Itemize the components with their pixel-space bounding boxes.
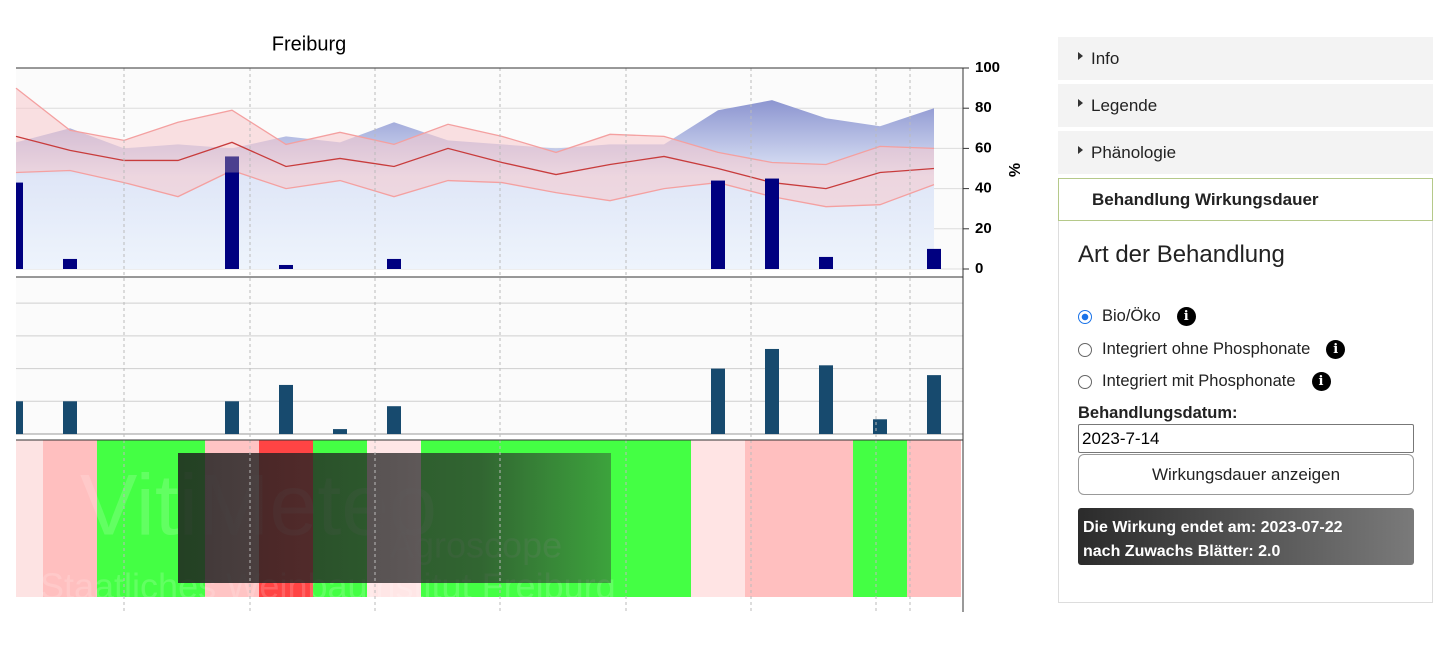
bar (63, 401, 77, 434)
layer: VitiMeteoAgroscopeStaatliches Weinbauins… (16, 440, 961, 607)
y-tick-label: 60 (975, 139, 992, 156)
band (16, 88, 934, 207)
bar (819, 256, 833, 269)
chart: VitiMeteoAgroscopeStaatliches Weinbauins… (15, 33, 1024, 612)
accordion-content: Art der Behandlung Bio/Öko i Integriert o… (1058, 221, 1433, 603)
vgrid (123, 68, 911, 612)
cell (907, 440, 961, 597)
result-box: Die Wirkung endet am: 2023-07-22 nach Zu… (1078, 508, 1414, 565)
radio-option[interactable]: Integriert mit Phosphonate i (1078, 372, 1331, 391)
bar (927, 375, 941, 434)
bar (225, 172, 239, 269)
field-label: Behandlungsdatum: (1078, 404, 1238, 422)
accordion-header[interactable]: Info (1058, 37, 1433, 80)
y-axis-label: % (1007, 163, 1024, 177)
heading: Art der Behandlung (1078, 241, 1285, 268)
line (15, 135, 935, 190)
radio-label: Integriert mit Phosphonate (1102, 372, 1296, 390)
result-line: nach Zuwachs Blätter: 2.0 (1083, 543, 1281, 560)
accordion-header[interactable]: Phänologie (1058, 131, 1433, 174)
cell (799, 440, 853, 597)
duration-overlay (178, 453, 611, 583)
cell (745, 440, 799, 597)
bar (927, 248, 941, 269)
layer: 0 20 40 60 80 100 (963, 59, 1000, 277)
cell (43, 440, 97, 597)
bar (873, 419, 887, 434)
accordion-header[interactable]: Legende (1058, 84, 1433, 127)
bar (279, 264, 293, 269)
y-tick-label: 40 (975, 180, 992, 197)
bar (16, 182, 23, 269)
bar (387, 406, 401, 434)
accordion-header[interactable]: Behandlung Wirkungsdauer (1058, 178, 1433, 221)
radio[interactable] (1078, 342, 1092, 357)
radio-option[interactable]: Integriert ohne Phosphonate i (1078, 340, 1346, 359)
y-tick-label: 80 (975, 99, 992, 116)
bar (16, 401, 23, 434)
bar (279, 384, 293, 434)
sidebar: Info Legende Phänologie Behandlung Wirku… (1058, 37, 1433, 603)
y-tick-label: 0 (975, 260, 983, 277)
info-icon[interactable]: i (1311, 372, 1331, 391)
bar (225, 401, 239, 434)
cell (16, 440, 43, 597)
info-icon[interactable]: i (1176, 307, 1196, 326)
bar (387, 258, 401, 269)
y-tick-label: 100 (975, 59, 1000, 76)
bar (333, 429, 347, 434)
line (15, 169, 935, 208)
bar (711, 180, 725, 269)
radio-label: Bio/Öko (1102, 307, 1161, 325)
area (16, 100, 934, 269)
date-input[interactable] (1078, 424, 1414, 453)
bar (765, 348, 779, 434)
radio[interactable] (1078, 309, 1092, 324)
bar (765, 178, 779, 269)
result-line: Die Wirkung endet am: 2023-07-22 (1083, 519, 1343, 536)
bar (711, 368, 725, 434)
info-icon[interactable]: i (1326, 340, 1346, 359)
y-tick-label: 20 (975, 220, 992, 237)
radio-option[interactable]: Bio/Öko i (1078, 307, 1196, 326)
bar (63, 258, 77, 269)
radio[interactable] (1078, 374, 1092, 389)
button[interactable]: Wirkungsdauer anzeigen (1078, 454, 1414, 495)
cell (691, 440, 745, 597)
cell (853, 440, 907, 597)
bar (819, 365, 833, 434)
radio-label: Integriert ohne Phosphonate (1102, 340, 1311, 358)
chart-title: Freiburg (272, 33, 346, 55)
line (15, 87, 935, 166)
layer (15, 87, 941, 434)
cell (637, 440, 691, 597)
